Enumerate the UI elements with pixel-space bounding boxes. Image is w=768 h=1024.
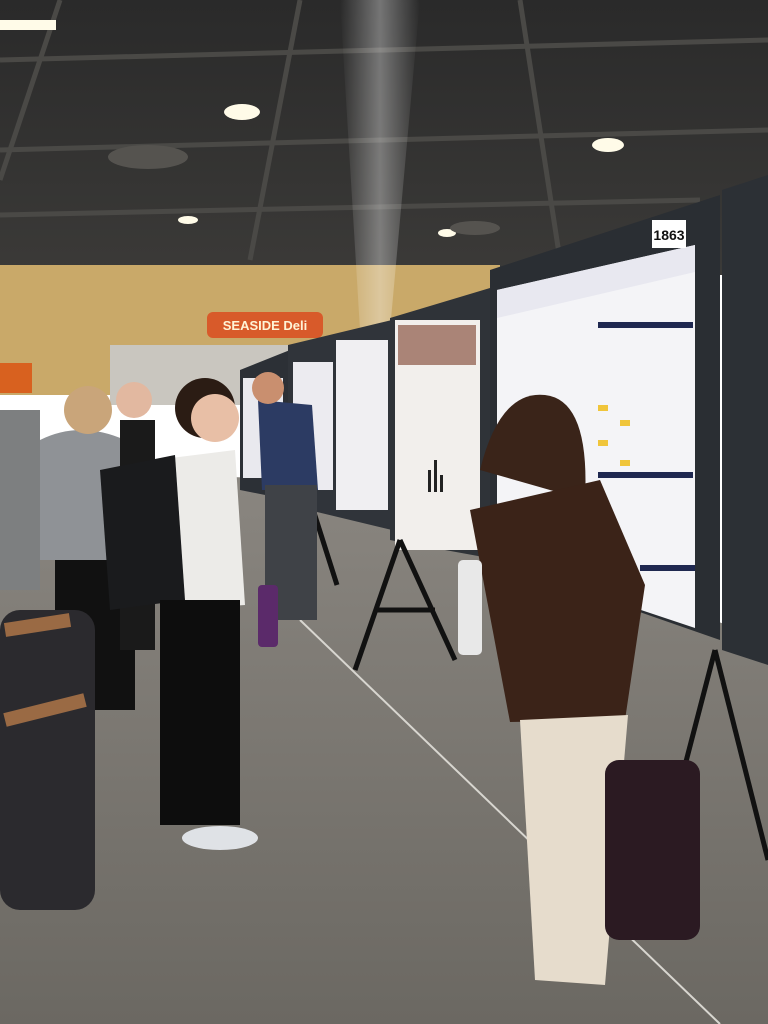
restaurant-sign-text: SEASIDE Deli bbox=[223, 318, 308, 333]
foreground-bag bbox=[0, 610, 95, 910]
booth-number: 1863 bbox=[653, 227, 684, 243]
floor-line bbox=[299, 619, 721, 1024]
person-brown-jacket bbox=[458, 394, 645, 985]
vent bbox=[108, 145, 188, 169]
booth-number-card bbox=[652, 220, 686, 248]
ceiling-lights bbox=[0, 20, 624, 237]
poster-header bbox=[497, 245, 695, 318]
poster-section-bars bbox=[598, 322, 695, 571]
vent bbox=[450, 221, 500, 235]
side-sign bbox=[0, 363, 32, 393]
poster bbox=[336, 340, 388, 510]
poster-chart bbox=[428, 460, 443, 492]
foreground-bag-stripes bbox=[3, 613, 87, 727]
restaurant-sign bbox=[207, 312, 323, 338]
person-white-shirt bbox=[100, 378, 278, 850]
backpack bbox=[605, 760, 700, 940]
poster-highlights bbox=[598, 405, 630, 466]
poster-header bbox=[398, 325, 476, 365]
light-beam bbox=[340, 0, 420, 330]
poster-board bbox=[722, 175, 768, 665]
